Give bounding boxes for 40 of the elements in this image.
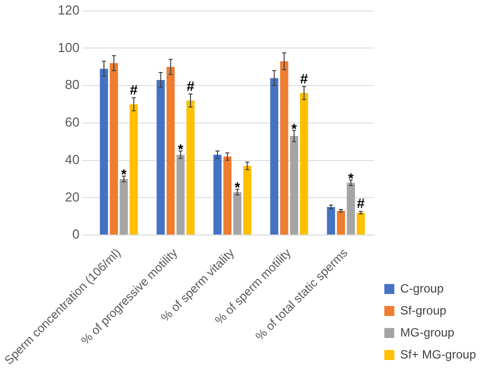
annotation: # (130, 82, 138, 98)
annotation: # (356, 195, 365, 212)
annotation: * (291, 120, 298, 136)
bar (346, 182, 355, 235)
bar (100, 68, 108, 235)
y-tick-label: 60 (64, 114, 80, 130)
y-tick-label: 120 (58, 2, 80, 18)
bar (176, 154, 185, 235)
bar (356, 212, 365, 235)
bar (270, 78, 278, 235)
y-tick-label: 80 (64, 77, 80, 92)
bar (213, 154, 222, 235)
annotation: # (300, 70, 308, 86)
bar (223, 156, 232, 235)
bar (336, 210, 346, 235)
legend-label: Sf-group (400, 303, 447, 318)
bar (186, 100, 195, 235)
annotation: * (121, 166, 128, 182)
legend-label: Sf+ MG-group (400, 347, 476, 362)
bar (166, 66, 175, 235)
legend-label: C-group (400, 281, 444, 296)
annotation: * (178, 140, 184, 157)
bar (280, 61, 288, 235)
annotation: # (186, 78, 195, 94)
y-tick-label: 20 (64, 189, 80, 204)
bar (233, 192, 242, 235)
y-tick-label: 0 (72, 226, 80, 242)
y-tick-label: 100 (58, 40, 80, 55)
bar (243, 166, 252, 235)
bar (156, 80, 165, 235)
annotation: * (234, 179, 241, 196)
annotation: * (348, 170, 354, 186)
bar (110, 63, 118, 235)
bar (326, 207, 336, 235)
y-tick-label: 40 (64, 152, 80, 167)
bar (300, 93, 308, 235)
bar (120, 178, 128, 235)
bar (130, 104, 138, 235)
legend-label: MG-group (400, 325, 455, 340)
bar (290, 136, 298, 235)
